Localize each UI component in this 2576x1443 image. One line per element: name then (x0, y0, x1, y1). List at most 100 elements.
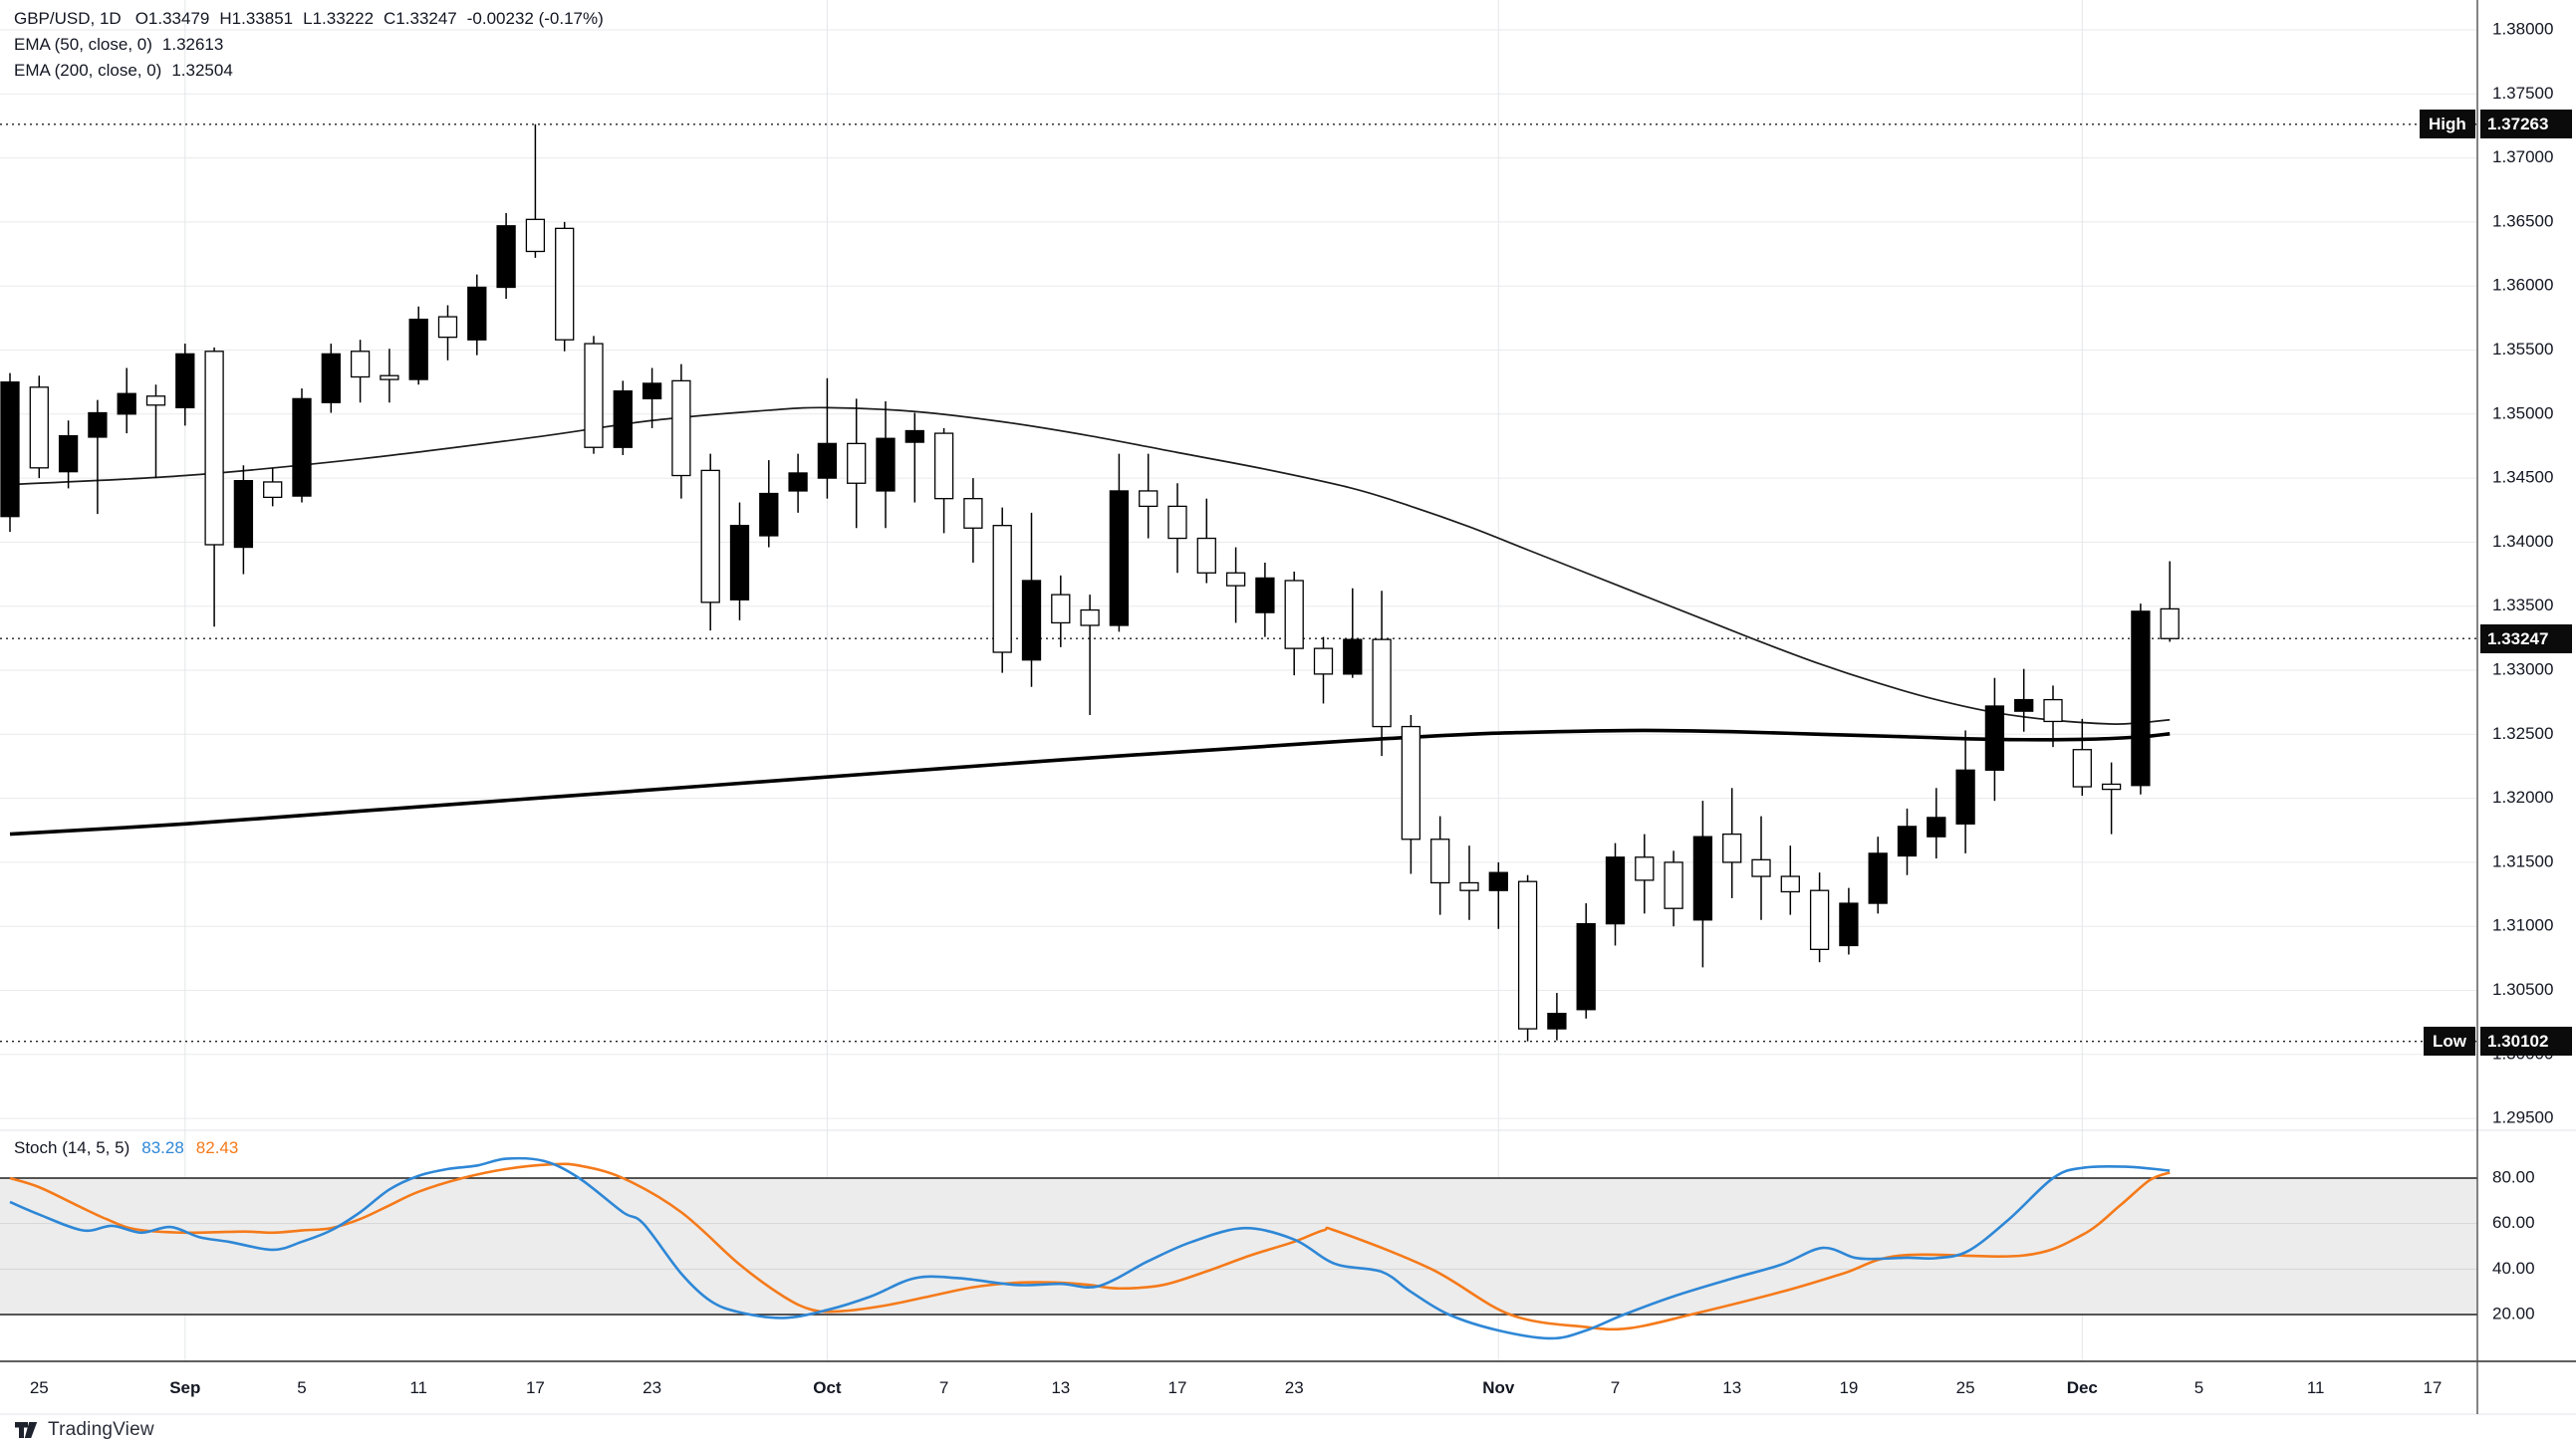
price-tick-label: 1.35000 (2492, 403, 2553, 422)
ema200-value: 1.32504 (171, 61, 233, 80)
time-tick-label: 17 (2423, 1378, 2442, 1397)
candle-down (1196, 537, 1216, 574)
candle-down (1372, 638, 1392, 728)
time-tick-label: 13 (1722, 1378, 1741, 1397)
candle-up (321, 353, 341, 403)
stoch-tick-label: 60.00 (2492, 1213, 2535, 1232)
tradingview-attribution[interactable]: TradingView (14, 1417, 154, 1443)
stoch-k-line (9, 1156, 2171, 1340)
candle-up (1927, 817, 1946, 838)
candle-up (788, 472, 808, 492)
stoch-d-line (9, 1162, 2171, 1331)
price-tick-label: 1.36000 (2492, 276, 2553, 295)
candle-up (1868, 852, 1888, 904)
price-tick-label: 1.36500 (2492, 211, 2553, 230)
price-tick-label: 1.31500 (2492, 851, 2553, 870)
candle-down (2043, 698, 2063, 723)
time-tick-label: 23 (1285, 1378, 1304, 1397)
price-tick-label: 1.29500 (2492, 1108, 2553, 1127)
candle-down (204, 351, 224, 546)
time-tick-label: 17 (1168, 1378, 1187, 1397)
candle-up (1109, 490, 1130, 626)
legend-open: O1.33479 (134, 9, 210, 28)
time-tick-label: 25 (30, 1378, 49, 1397)
legend-low: L1.33222 (303, 9, 375, 28)
candle-up (2014, 698, 2034, 712)
candle-down (671, 379, 691, 477)
time-tick-label: Dec (2067, 1378, 2098, 1397)
candle-up (1488, 871, 1508, 891)
time-axis[interactable] (0, 1362, 2477, 1414)
stoch-band (0, 1178, 2477, 1315)
candle-up (1692, 836, 1713, 921)
candle-down (584, 343, 604, 448)
stoch-d-value: 82.43 (195, 1138, 239, 1157)
candle-up (0, 380, 20, 518)
ema200-title: EMA (200, close, 0) (14, 61, 162, 80)
candle-down (2072, 749, 2092, 788)
candle-up (1955, 769, 1975, 825)
time-tick-label: 11 (409, 1378, 427, 1397)
tradingview-brand-text: TradingView (48, 1419, 154, 1440)
candle-up (817, 442, 838, 479)
candle-up (117, 392, 136, 415)
low-badge-value: 1.30102 (2480, 1027, 2572, 1057)
candle-up (1897, 826, 1918, 857)
high-badge-value: 1.37263 (2480, 110, 2572, 139)
legend-close: C1.33247 (384, 9, 457, 28)
price-axis[interactable] (2478, 0, 2576, 1414)
price-tick-label: 1.30500 (2492, 980, 2553, 999)
time-tick-label: 17 (526, 1378, 545, 1397)
candle-up (1605, 856, 1626, 925)
price-tick-label: 1.35500 (2492, 340, 2553, 359)
candle-down (1051, 594, 1071, 624)
symbol-legend-row[interactable]: GBP/USD, 1D O1.33479 H1.33851 L1.33222 C1.33… (14, 6, 618, 32)
candle-down (555, 227, 575, 341)
price-tick-label: 1.38000 (2492, 19, 2553, 38)
legend-high: H1.33851 (219, 9, 294, 28)
candle-up (175, 353, 195, 409)
stoch-k-value: 83.28 (141, 1138, 184, 1157)
candle-down (847, 442, 867, 484)
price-tick-label: 1.34000 (2492, 532, 2553, 551)
candle-up (1343, 638, 1363, 675)
candle-down (1167, 505, 1187, 540)
stoch-tick-label: 20.00 (2492, 1304, 2535, 1323)
stoch-legend-row[interactable]: Stoch (14, 5, 5) 83.28 82.43 (14, 1138, 250, 1158)
candle-down (1284, 580, 1304, 649)
candle-up (233, 480, 254, 549)
candle-down (2160, 607, 2180, 639)
candle-down (1635, 856, 1655, 881)
ema50-line (9, 406, 2171, 725)
candle-up (613, 390, 633, 448)
last-price-badge: 1.33247 (2480, 623, 2572, 653)
candle-down (525, 218, 546, 253)
candle-up (1576, 922, 1596, 1011)
price-tick-label: 1.37000 (2492, 147, 2553, 166)
candle-down (700, 469, 720, 603)
candle-up (408, 318, 428, 380)
candle-down (963, 498, 983, 529)
legend-change: -0.00232 (-0.17%) (466, 9, 604, 28)
candle-up (1255, 577, 1275, 613)
candle-up (759, 492, 779, 537)
ema50-legend-row[interactable]: EMA (50, close, 0) 1.32613 (14, 32, 618, 58)
candle-down (1225, 572, 1246, 587)
candle-down (1459, 881, 1479, 891)
time-tick-label: 23 (643, 1378, 661, 1397)
price-tick-label: 1.32500 (2492, 724, 2553, 743)
candle-up (2131, 610, 2151, 787)
time-tick-label: Oct (813, 1378, 842, 1397)
candle-down (1080, 608, 1100, 626)
price-tick-label: 1.37500 (2492, 84, 2553, 103)
candle-down (1430, 839, 1450, 884)
ema200-legend-row[interactable]: EMA (200, close, 0) 1.32504 (14, 58, 618, 84)
candle-up (1021, 580, 1042, 661)
candle-up (642, 382, 662, 400)
candle-down (1751, 858, 1771, 877)
low-badge-label: Low (2424, 1027, 2475, 1057)
price-tick-label: 1.33500 (2492, 596, 2553, 614)
symbol-title[interactable]: GBP/USD, 1D (14, 9, 122, 28)
